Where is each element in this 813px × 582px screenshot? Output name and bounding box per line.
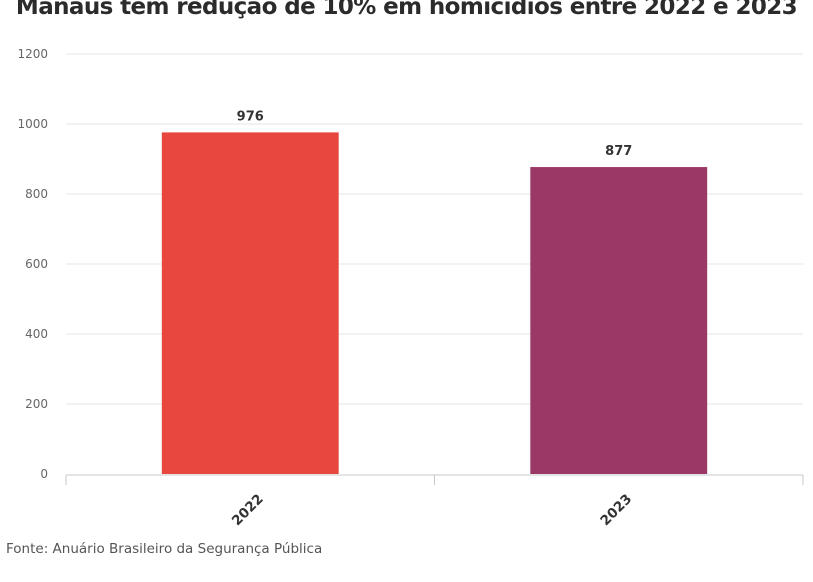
bars [161,132,708,475]
x-axis-tick-labels: 2022 2023 [229,491,635,529]
value-label-2023: 877 [605,144,632,159]
y-tick-label-1200: 1200 [17,47,48,61]
value-label-2022: 976 [237,109,264,124]
y-tick-label-400: 400 [25,327,48,341]
chart-title: Manaus tem redução de 10% em homicídios … [15,0,798,20]
y-tick-label-200: 200 [25,397,48,411]
y-tick-label-1000: 1000 [17,117,48,131]
y-tick-label-600: 600 [25,257,48,271]
x-tick-label-2023: 2023 [597,491,635,529]
x-axis [65,474,804,485]
source-note: Fonte: Anuário Brasileiro da Segurança P… [6,541,323,557]
bar-2023 [530,167,708,475]
y-tick-label-800: 800 [25,187,48,201]
bar-2022 [161,132,339,474]
y-axis-tick-labels: 0 200 400 600 800 1000 1200 [17,47,48,481]
value-labels: 976 877 [237,109,633,159]
x-tick-label-2022: 2022 [229,491,267,529]
y-tick-label-0: 0 [40,467,48,481]
